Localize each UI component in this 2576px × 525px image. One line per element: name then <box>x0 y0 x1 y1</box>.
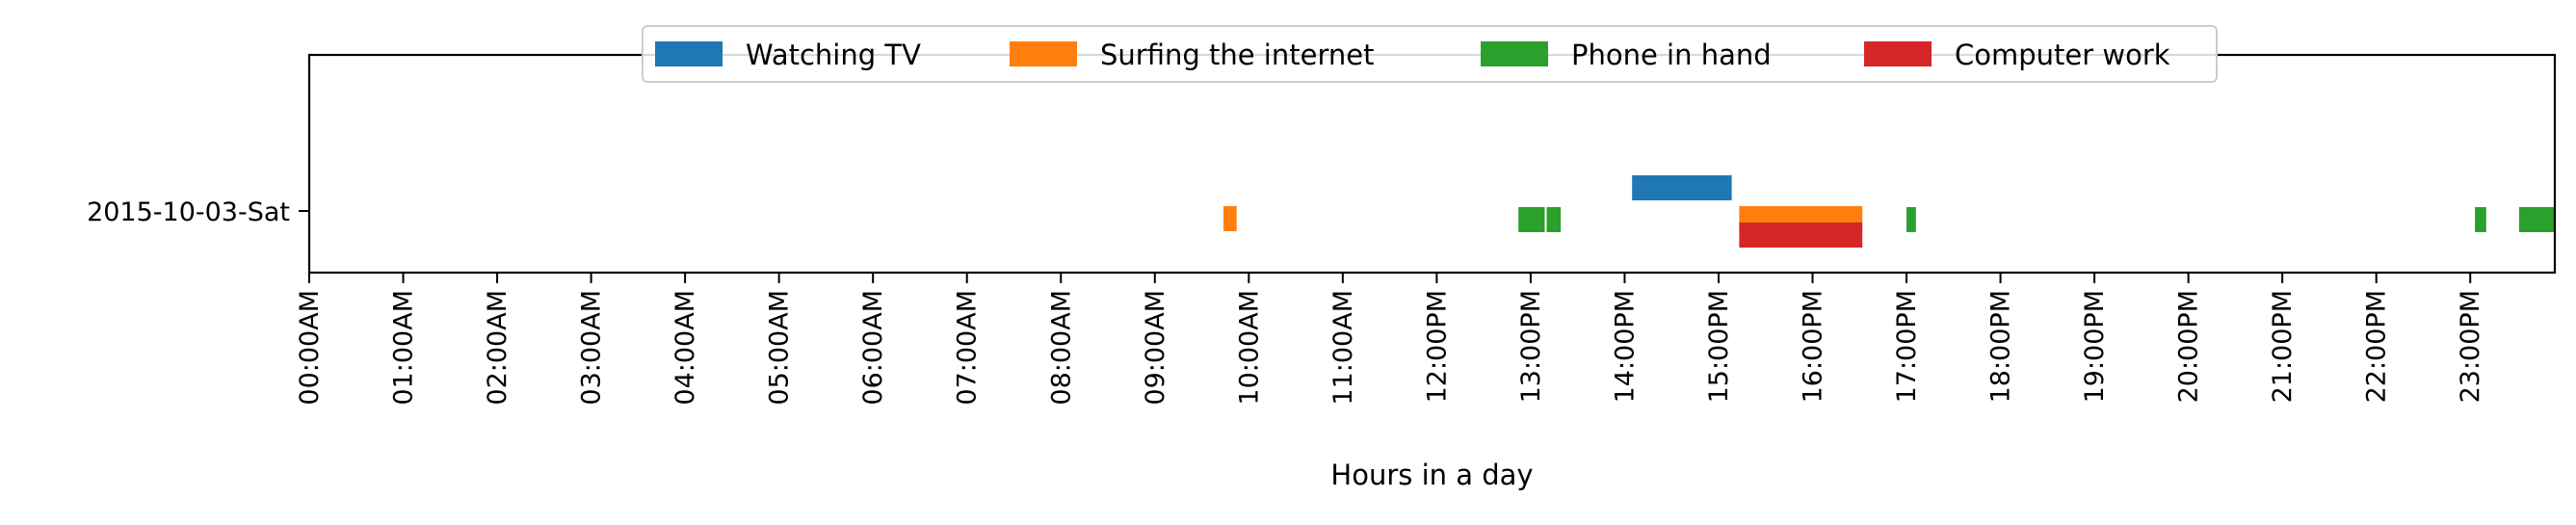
x-tick-label: 02:00AM <box>483 290 513 406</box>
x-tick-label: 19:00PM <box>2080 290 2110 403</box>
x-tick-label: 15:00PM <box>1704 290 1734 403</box>
legend-label: Surfing the internet <box>1100 39 1374 71</box>
x-tick-label: 22:00PM <box>2362 290 2392 403</box>
x-tick-label: 10:00AM <box>1234 290 1264 406</box>
legend-label: Phone in hand <box>1571 39 1772 71</box>
y-tick-label: 2015-10-03-Sat <box>87 197 290 227</box>
bar-phone-in-hand <box>1546 207 1562 232</box>
x-tick-label: 05:00AM <box>765 290 795 406</box>
plot-area <box>309 55 2555 273</box>
legend-label: Watching TV <box>746 39 921 71</box>
x-tick-label: 08:00AM <box>1046 290 1076 406</box>
x-tick-label: 03:00AM <box>577 290 607 406</box>
x-tick-label: 11:00AM <box>1328 290 1358 406</box>
x-tick-label: 20:00PM <box>2174 290 2204 403</box>
legend: Watching TV Surfing the internet Phone in … <box>642 25 2218 83</box>
x-tick-label: 21:00PM <box>2268 290 2298 403</box>
bar-phone-in-hand <box>1906 207 1916 232</box>
x-tick-label: 14:00PM <box>1610 290 1640 403</box>
bar-phone-in-hand <box>2518 207 2555 232</box>
x-tick-label: 12:00PM <box>1422 290 1452 403</box>
x-tick-label: 18:00PM <box>1986 290 2016 403</box>
legend-box <box>642 25 2218 83</box>
x-tick-label: 16:00PM <box>1799 290 1828 403</box>
x-tick-label: 09:00AM <box>1141 290 1170 406</box>
x-tick-label: 17:00PM <box>1892 290 1922 403</box>
x-axis-label: Hours in a day <box>1330 459 1533 491</box>
bar-watching-tv <box>1632 175 1732 200</box>
x-tick-label: 01:00AM <box>389 290 419 406</box>
bars-layer <box>1223 175 2555 248</box>
bar-phone-in-hand <box>1518 207 1545 232</box>
x-tick-label: 23:00PM <box>2456 290 2485 403</box>
x-tick-label: 00:00AM <box>295 290 325 406</box>
y-ticks: 2015-10-03-Sat <box>87 197 309 227</box>
x-tick-label: 07:00AM <box>953 290 983 406</box>
legend-label: Computer work <box>1955 39 2170 71</box>
bar-surfing-the-internet <box>1223 206 1237 231</box>
x-tick-label: 04:00AM <box>670 290 700 406</box>
bar-phone-in-hand <box>2475 207 2486 232</box>
bar-computer-work <box>1739 223 1863 248</box>
x-tick-label: 13:00PM <box>1516 290 1546 403</box>
x-tick-label: 06:00AM <box>858 290 888 406</box>
legend-swatch <box>1010 41 1077 66</box>
legend-swatch <box>655 41 723 66</box>
legend-swatch <box>1864 41 1932 66</box>
legend-swatch <box>1481 41 1548 66</box>
x-ticks: 00:00AM 01:00AM 02:00AM 03:00AM 04:00AM 05:00… <box>295 273 2485 406</box>
